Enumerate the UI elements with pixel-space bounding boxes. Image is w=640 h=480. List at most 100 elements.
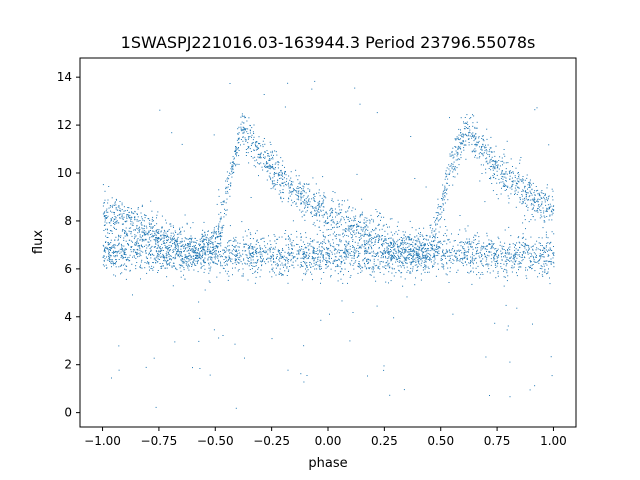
data-point <box>343 217 345 219</box>
data-point <box>273 154 274 156</box>
data-point <box>204 257 206 259</box>
data-point <box>277 167 279 169</box>
data-point <box>521 203 523 205</box>
data-point <box>430 259 432 261</box>
data-point <box>214 238 216 240</box>
data-point <box>515 245 516 246</box>
data-point <box>490 248 492 250</box>
data-point <box>316 257 318 259</box>
data-point <box>344 230 346 232</box>
data-point <box>237 133 239 135</box>
data-point <box>312 247 314 249</box>
data-point <box>121 230 123 232</box>
data-point <box>118 222 120 224</box>
data-point <box>344 253 346 255</box>
data-point <box>543 263 545 265</box>
data-point <box>476 251 478 253</box>
data-point <box>280 192 282 194</box>
data-point <box>407 257 409 259</box>
data-point <box>339 255 341 257</box>
data-point <box>325 242 327 244</box>
data-point <box>239 254 241 256</box>
data-point <box>486 128 488 130</box>
data-point <box>289 238 291 240</box>
data-point <box>489 147 491 149</box>
data-point <box>315 263 317 265</box>
data-point <box>348 206 350 208</box>
data-point <box>260 162 262 164</box>
data-point <box>511 186 512 188</box>
data-point <box>263 237 265 239</box>
data-point <box>446 182 448 184</box>
data-point <box>217 236 219 238</box>
data-point <box>431 247 433 249</box>
data-point <box>344 263 346 264</box>
data-point <box>114 247 116 249</box>
data-point <box>529 248 530 250</box>
data-point <box>258 136 260 138</box>
data-point <box>219 235 221 237</box>
data-point <box>208 238 210 240</box>
data-point <box>507 249 508 251</box>
data-point <box>299 183 301 185</box>
data-point <box>394 256 396 257</box>
data-point <box>273 173 275 175</box>
data-point <box>392 239 394 241</box>
data-point <box>425 256 427 258</box>
data-point <box>119 252 121 254</box>
data-point <box>352 207 354 209</box>
data-point <box>497 167 499 168</box>
data-point <box>299 209 301 211</box>
data-point <box>360 221 361 223</box>
data-point <box>277 179 278 181</box>
data-point <box>379 261 381 263</box>
data-point <box>234 249 236 251</box>
data-point <box>169 223 171 225</box>
data-point <box>131 263 133 265</box>
data-point <box>371 242 373 243</box>
data-point <box>205 250 207 252</box>
data-point <box>231 253 233 254</box>
data-point <box>106 248 108 250</box>
data-point <box>252 273 254 274</box>
data-point <box>448 174 450 175</box>
data-point <box>144 214 145 216</box>
data-point <box>212 261 213 263</box>
data-point <box>527 244 529 246</box>
data-point <box>541 266 543 268</box>
data-point <box>490 169 492 171</box>
data-point <box>423 238 425 240</box>
data-point <box>327 260 329 262</box>
data-point <box>451 163 453 165</box>
data-point <box>322 231 324 233</box>
data-point <box>164 243 166 244</box>
data-point <box>539 195 541 197</box>
data-point <box>537 198 539 200</box>
data-point <box>250 261 252 263</box>
data-point <box>328 261 330 263</box>
data-point <box>468 131 470 133</box>
data-point <box>162 241 164 243</box>
data-point <box>212 246 214 248</box>
data-point <box>363 219 365 221</box>
data-point <box>440 213 442 215</box>
data-point <box>232 240 234 242</box>
data-point <box>152 216 154 218</box>
data-point <box>549 215 551 217</box>
data-point <box>209 270 211 272</box>
data-point <box>542 249 544 251</box>
data-point <box>109 205 111 206</box>
data-point <box>147 245 149 247</box>
data-point <box>448 184 450 186</box>
data-point <box>303 201 305 203</box>
data-point <box>366 261 368 262</box>
data-point <box>534 210 536 212</box>
data-point <box>388 238 389 240</box>
data-point <box>471 258 473 260</box>
data-point <box>349 262 351 264</box>
data-point <box>468 249 470 251</box>
data-point <box>328 258 330 260</box>
data-point <box>187 250 189 252</box>
data-point <box>521 254 523 255</box>
data-point <box>180 276 182 278</box>
